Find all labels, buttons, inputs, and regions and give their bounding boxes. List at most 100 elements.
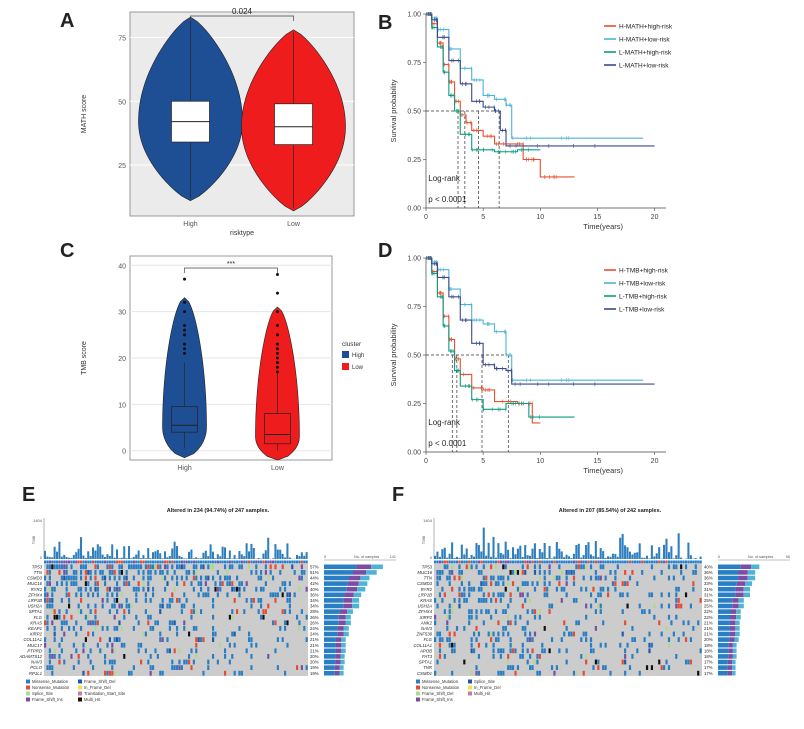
mutation-cell (192, 626, 195, 631)
count-bar-other (346, 586, 358, 592)
tmb-bar (87, 551, 90, 559)
annotation-strip-cell (293, 560, 296, 564)
mutation-cell (538, 570, 541, 575)
annotation-strip-cell (490, 560, 493, 564)
tmb-bar (51, 557, 54, 559)
mutation-cell (89, 570, 92, 575)
y-tick-label: 10 (118, 402, 126, 409)
mutation-cell (677, 586, 680, 592)
mutation-cell (526, 592, 529, 598)
count-bar-frameshift (341, 642, 346, 648)
annotation-strip-cell (171, 560, 174, 564)
mutation-cell (233, 586, 236, 592)
annotation-strip-cell (443, 560, 446, 564)
mutation-cell (602, 586, 605, 592)
mutation-cell (101, 570, 104, 575)
tmb-bar (219, 556, 222, 559)
tmb-bar (470, 554, 473, 559)
mutation-grid-background (434, 564, 702, 676)
mutation-cell (149, 598, 152, 603)
annotation-strip-cell (563, 560, 566, 564)
annotation-strip-cell (502, 560, 505, 564)
mutation-cell (288, 603, 291, 609)
mutation-cell (660, 570, 663, 575)
mutation-cell (262, 609, 265, 614)
mutation-cell (670, 620, 673, 626)
mutation-cell (75, 570, 78, 575)
mutation-cell (60, 581, 63, 586)
mutation-cell (460, 592, 463, 598)
mutation-cell (577, 620, 580, 626)
panel-label-c: C (60, 240, 75, 262)
mutation-cell (96, 581, 99, 586)
mutation-cell (563, 586, 566, 592)
tmb-bar (687, 542, 690, 559)
mutation-cell (677, 603, 680, 609)
mutation-cell (675, 654, 678, 659)
mutation-cell (507, 575, 510, 581)
mutation-cell (70, 581, 73, 586)
mutation-cell (60, 620, 63, 626)
mutation-cell (207, 592, 210, 598)
count-axis-label: No. of samples (748, 555, 773, 559)
mutation-cell (212, 564, 215, 570)
x-axis-label: Time(years) (583, 222, 623, 231)
tmb-bar (228, 550, 231, 559)
mutation-cell (125, 570, 128, 575)
mutation-cell (585, 586, 588, 592)
mutation-cell (113, 637, 116, 642)
mutation-cell (492, 575, 495, 581)
mutation-cell (446, 575, 449, 581)
mutation-cell (190, 665, 193, 670)
mutation-cell (233, 598, 236, 603)
mutation-cell (142, 631, 145, 637)
mutation-cell (46, 564, 49, 570)
annotation-strip-cell (468, 560, 471, 564)
count-bar-other (338, 614, 346, 620)
mutation-cell (468, 614, 471, 620)
count-bar-frameshift (345, 614, 351, 620)
mutation-cell (519, 586, 522, 592)
annotation-strip-cell (438, 560, 442, 564)
mutation-cell (44, 637, 47, 642)
mutation-cell (48, 575, 51, 581)
legend-swatch (468, 691, 472, 696)
mutation-cell (56, 564, 59, 570)
mutation-cell (521, 592, 524, 598)
mutation-cell (154, 620, 157, 626)
mutation-cell (288, 592, 291, 598)
legend-label: High (352, 353, 364, 359)
annotation-strip-cell (281, 560, 284, 564)
tmb-bar (226, 558, 229, 559)
mutation-cell (113, 586, 116, 592)
mutation-cell (65, 575, 68, 581)
x-tick-label: High (183, 221, 198, 228)
mutation-cell (149, 575, 152, 581)
tmb-bar (580, 557, 583, 559)
mutation-cell (99, 637, 102, 642)
mutation-cell (72, 575, 75, 581)
mutation-cell (228, 659, 231, 665)
annotation-strip-cell (274, 560, 277, 564)
gene-label: LRP1B (418, 592, 432, 597)
mutation-cell (624, 581, 627, 586)
mutation-cell (482, 592, 485, 598)
legend-label: L-MATH+high-risk (619, 50, 672, 57)
mutation-cell (72, 581, 75, 586)
percent-label: 17% (704, 671, 713, 676)
tmb-bar (125, 558, 128, 559)
gene-label: XIRP2 (29, 632, 43, 637)
mutation-cell (231, 614, 234, 620)
legend-swatch (342, 363, 349, 370)
percent-label: 20% (704, 637, 713, 642)
annotation-strip-cell (298, 560, 301, 564)
mutation-cell (538, 654, 541, 659)
mutation-cell (667, 564, 671, 570)
percent-label: 21% (310, 637, 319, 642)
mutation-cell (296, 614, 299, 620)
tmb-bar (274, 544, 277, 559)
tmb-bar (480, 551, 483, 559)
mutation-cell (480, 609, 483, 614)
legend-title: cluster (342, 341, 362, 348)
mutation-cell (171, 665, 174, 670)
